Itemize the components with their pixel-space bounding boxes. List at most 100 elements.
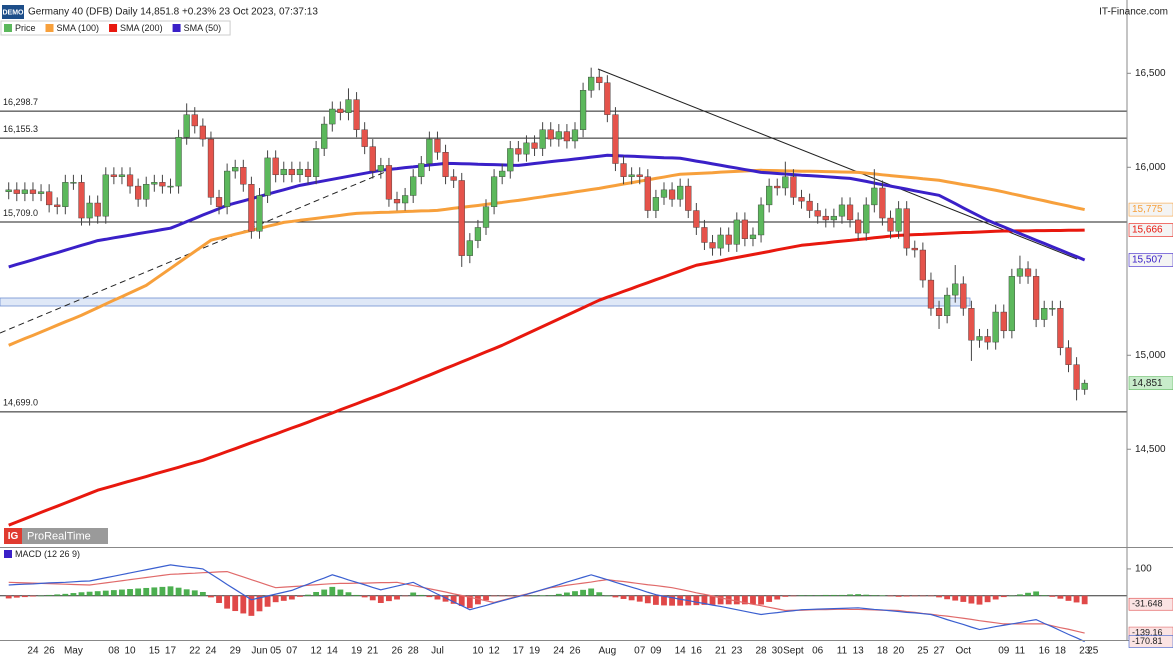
x-tick-label: 06 — [812, 646, 824, 657]
candle-body — [490, 176, 498, 207]
histogram-bar — [183, 589, 190, 596]
x-tick-label: 19 — [351, 646, 363, 657]
histogram-bar — [119, 589, 125, 596]
candle-body — [887, 217, 894, 232]
candle-body — [749, 234, 757, 239]
candle-body — [377, 165, 384, 172]
candle-body — [426, 138, 433, 164]
histogram-bar — [1000, 595, 1007, 598]
candle-body — [863, 204, 870, 234]
candle-body — [798, 197, 805, 202]
histogram-bar — [1049, 595, 1056, 597]
price-tag-label: 15,507 — [1132, 255, 1163, 266]
candle-body — [539, 129, 546, 149]
histogram-bar — [814, 595, 821, 596]
x-tick-label: 16 — [1039, 646, 1051, 657]
candle-body — [652, 197, 660, 211]
histogram-bar — [272, 595, 279, 603]
histogram-bar — [208, 595, 214, 598]
histogram-bar — [175, 587, 182, 596]
histogram-bar — [402, 595, 409, 597]
candle-body — [992, 311, 999, 343]
histogram-bar — [426, 595, 433, 598]
candle-body — [13, 189, 20, 194]
x-tick-label: 26 — [391, 646, 403, 657]
legend: Price SMA (100) SMA (200) SMA (50) — [0, 20, 231, 36]
histogram-bar — [863, 594, 870, 596]
histogram-bar — [54, 594, 61, 596]
histogram-bar — [475, 595, 481, 605]
candle-body — [329, 108, 336, 125]
candle-body — [1065, 347, 1072, 365]
close-tag-label: 14,851 — [1132, 378, 1163, 389]
histogram-bar — [394, 595, 400, 600]
logo-box — [4, 528, 108, 544]
histogram-bar — [321, 589, 328, 596]
close-tag — [1128, 376, 1173, 390]
legend-swatch — [172, 24, 181, 32]
candle-body — [741, 219, 748, 239]
candle-body — [620, 163, 627, 177]
candle-body — [288, 168, 295, 176]
candle-body — [321, 123, 328, 149]
source: IT-Finance.com — [1099, 7, 1168, 18]
candle-body — [895, 208, 902, 232]
histogram-bar — [361, 595, 368, 598]
candle-body — [474, 227, 482, 241]
x-tick-label: 11 — [837, 646, 848, 657]
x-tick-label: 05 — [270, 646, 282, 657]
candle-body — [968, 308, 975, 341]
histogram-bar — [750, 595, 756, 605]
macd-line — [8, 564, 1085, 643]
x-tick-label: 25 — [917, 646, 929, 657]
candle-body — [401, 195, 409, 204]
y-tick-label: 100 — [1135, 564, 1152, 575]
candle-body — [199, 125, 206, 140]
histogram-bar — [733, 595, 740, 605]
candle-body — [313, 148, 320, 177]
candle-body — [151, 182, 158, 185]
x-tick-label: 15 — [149, 646, 161, 657]
candle-body — [434, 138, 441, 153]
level-label: 14,699.0 — [3, 398, 38, 408]
histogram-bar — [669, 595, 675, 606]
legend-label: SMA (100) — [57, 23, 100, 33]
histogram-bar — [855, 594, 862, 596]
x-tick-label: 25 — [1087, 646, 1099, 657]
histogram-bar — [701, 595, 708, 605]
histogram-bar — [288, 595, 295, 600]
candle-body — [248, 184, 255, 232]
candle-body — [976, 336, 983, 341]
candle-body — [135, 185, 142, 200]
candle-body — [86, 202, 93, 219]
candle-body — [814, 210, 821, 217]
histogram-bar — [1033, 591, 1040, 596]
level-label-bg — [1, 206, 43, 219]
histogram-bar — [353, 594, 360, 596]
histogram-bar — [628, 595, 635, 601]
candle-body — [903, 208, 910, 249]
x-tick-label: 12 — [311, 646, 323, 657]
x-tick-label: 09 — [998, 646, 1010, 657]
histogram-bar — [507, 595, 514, 597]
candle-body — [984, 336, 991, 343]
histogram-bar — [248, 595, 255, 616]
level-label-bg — [1, 96, 43, 109]
candle-body — [466, 240, 473, 256]
x-tick-label: 10 — [472, 646, 484, 657]
x-tick-label: May — [64, 646, 83, 657]
candle-body — [418, 163, 425, 177]
histogram-bar — [78, 592, 85, 596]
candle-body — [280, 168, 287, 176]
candle-body — [482, 206, 490, 228]
candle-body — [361, 129, 368, 147]
candle-body — [523, 142, 530, 155]
candle-body — [782, 176, 789, 189]
histogram-bar — [199, 591, 206, 596]
histogram-bar — [944, 595, 951, 600]
histogram-bar — [1065, 595, 1072, 601]
x-tick-label: Jun — [251, 646, 267, 657]
macd-tag-label: -139.16 — [1132, 627, 1163, 637]
candle-body — [871, 187, 878, 206]
